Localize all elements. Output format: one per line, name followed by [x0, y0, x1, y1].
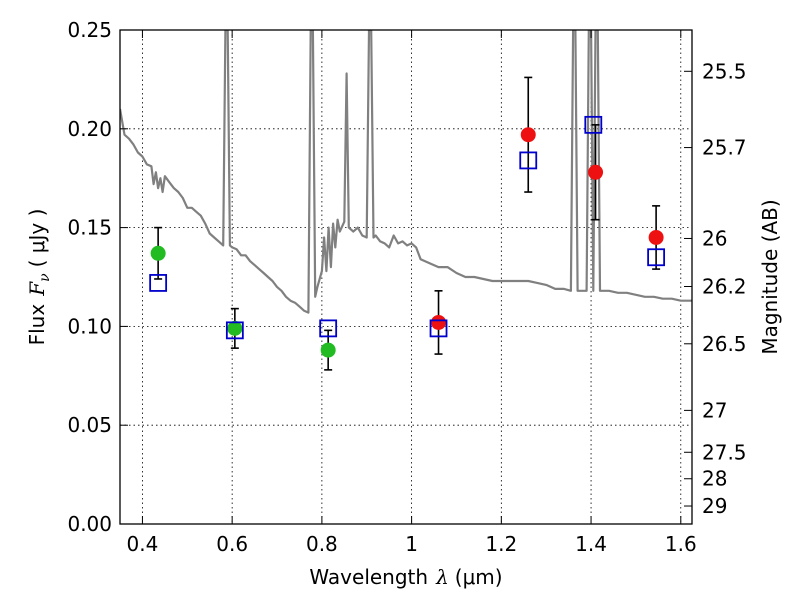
x-tick-label: 1.6 — [665, 532, 697, 556]
y-tick-label: 0.10 — [67, 314, 112, 338]
y2-axis-label: Magnitude (AB) — [758, 199, 782, 354]
x-tick-label: 0.4 — [127, 532, 159, 556]
data-point-circle — [520, 127, 536, 143]
y-axis-label: FluxFν( μJy ) — [25, 209, 53, 346]
y-tick-label: 0.15 — [67, 216, 112, 240]
data-point-circle — [588, 164, 604, 180]
y2-tick-label: 27 — [702, 398, 727, 422]
y2-tick-label: 27.5 — [702, 440, 747, 464]
data-point-square — [584, 115, 603, 134]
data-point-square — [149, 274, 168, 292]
y2-tick-label: 25.5 — [702, 59, 747, 83]
data-point-square — [319, 319, 338, 338]
y-tick-label: 0.00 — [67, 512, 112, 536]
x-tick-label: 0.8 — [306, 532, 338, 556]
axis-ticks: 0.4 0.6 0.8 1 1.2 1.4 1.6 0.00 0.05 0.10 0.15 0.20 0… — [67, 18, 746, 556]
spectrum-layer — [120, 30, 692, 314]
y2-tick-label: 29 — [702, 494, 727, 518]
plot-frame — [119, 29, 693, 525]
y2-tick-label: 26 — [702, 226, 727, 250]
data-point-circle — [320, 342, 336, 358]
spectrum-line — [120, 30, 692, 314]
data-point-square — [429, 319, 448, 338]
y-tick-label: 0.05 — [67, 413, 112, 437]
data-point-circle — [431, 314, 447, 330]
y-tick-label: 0.20 — [67, 117, 112, 141]
x-tick-label: 1 — [405, 532, 418, 556]
x-tick-label: 1.4 — [575, 532, 607, 556]
y-tick-label: 0.25 — [67, 18, 112, 42]
data-point-circle — [648, 229, 664, 245]
x-tick-label: 0.6 — [216, 532, 248, 556]
x-tick-label: 1.2 — [485, 532, 517, 556]
y2-tick-label: 26.5 — [702, 332, 747, 356]
data-point-square — [519, 151, 538, 170]
y2-tick-label: 25.7 — [702, 136, 747, 160]
y2-tick-label: 28 — [702, 467, 727, 491]
data-point-circle — [227, 320, 243, 336]
data-points-layer — [149, 76, 666, 371]
data-point-circle — [150, 245, 166, 261]
data-point-square — [647, 248, 666, 267]
y2-tick-label: 26.2 — [702, 274, 747, 298]
data-point-square — [225, 321, 244, 340]
x-axis-label: Wavelength λ (μm) — [309, 565, 502, 589]
grid-lines — [120, 30, 692, 524]
